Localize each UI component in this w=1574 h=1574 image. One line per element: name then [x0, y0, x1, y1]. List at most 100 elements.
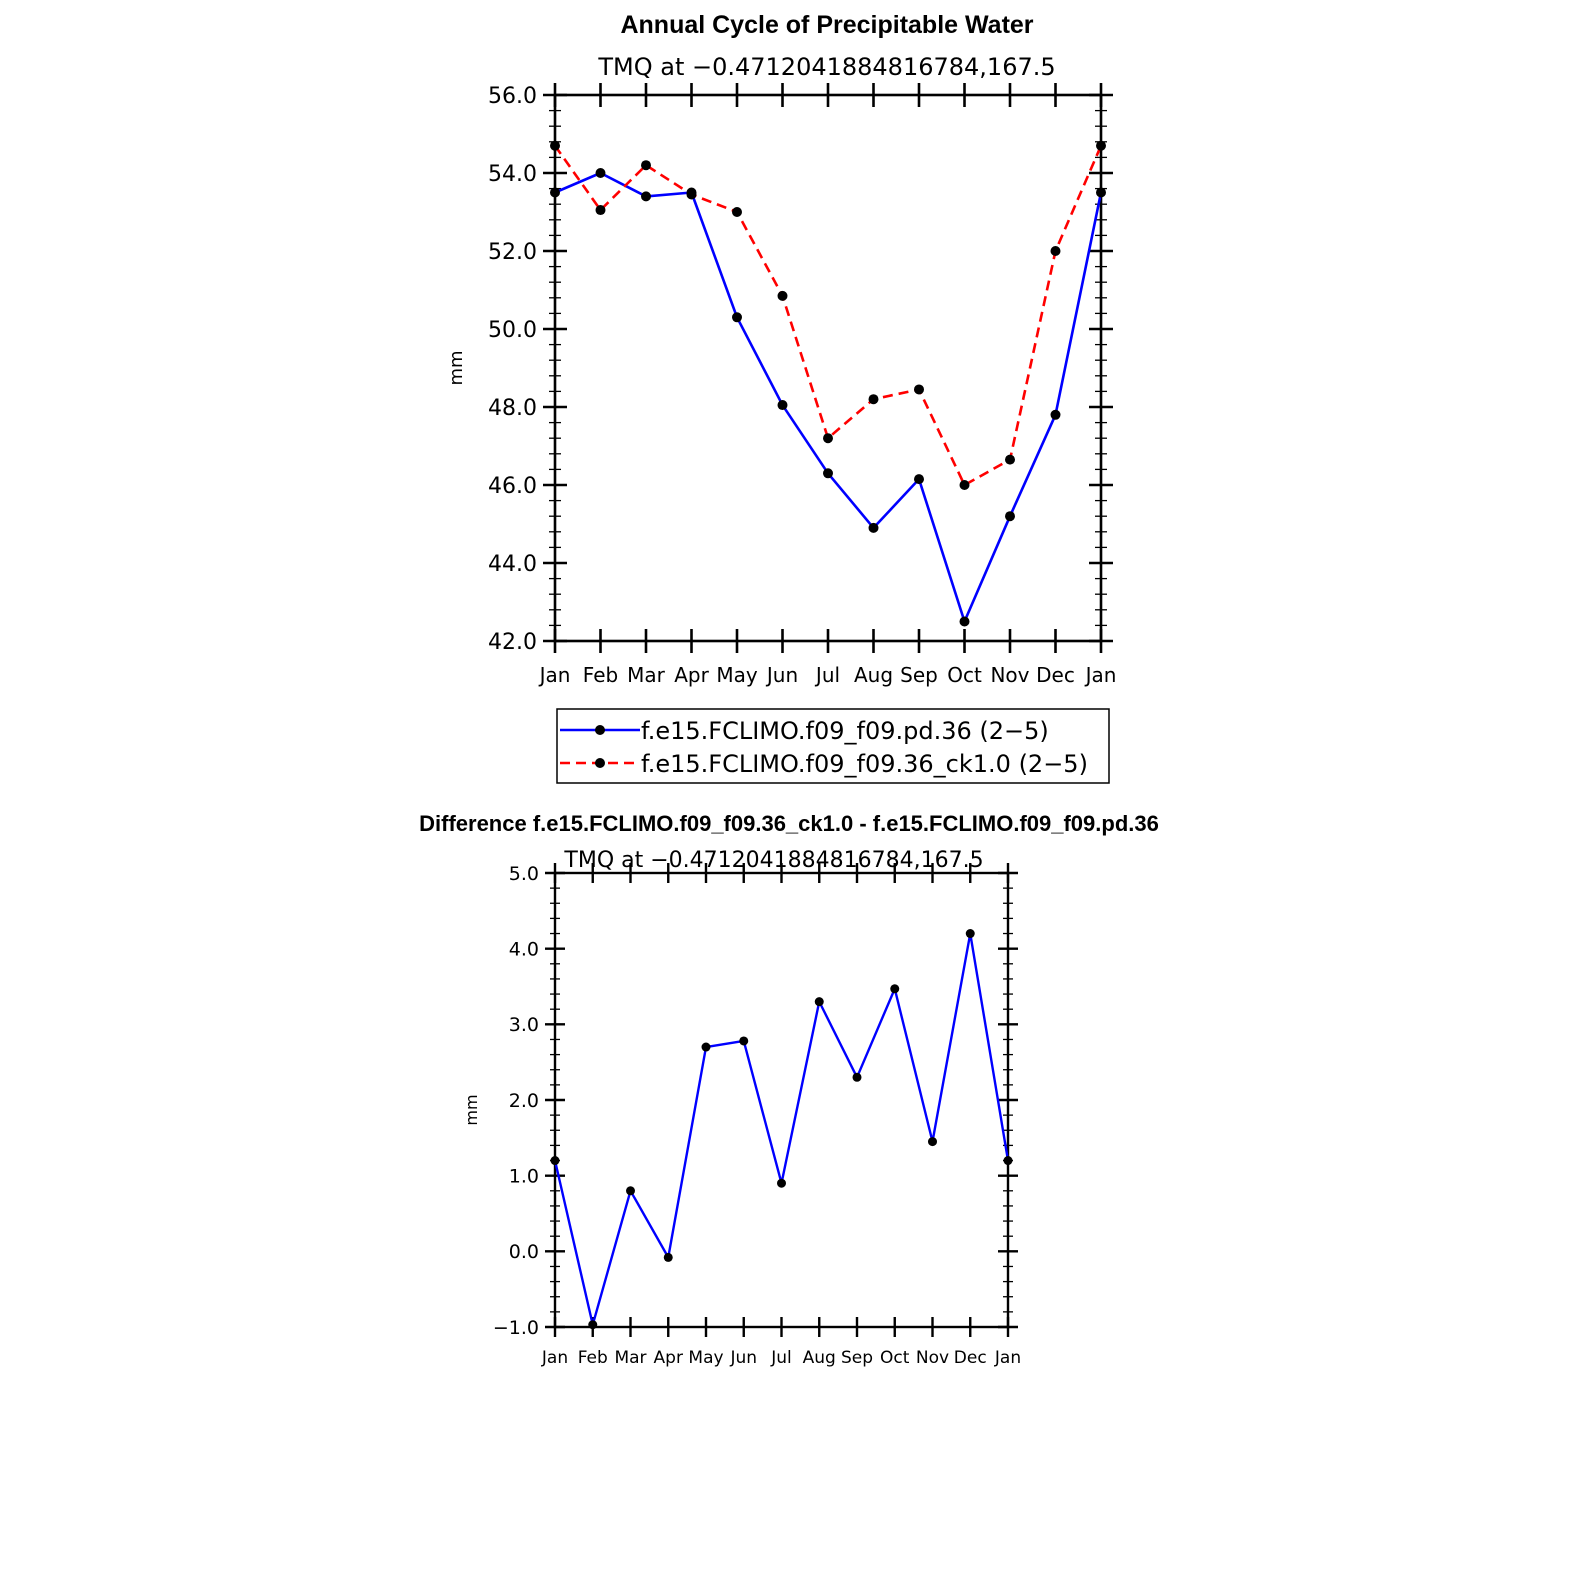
chart2-series-1-point: [663, 1252, 673, 1262]
chart1-frame: [553, 93, 1103, 643]
chart2-plot-area: [550, 929, 1013, 1330]
chart1-series-2-point: [550, 140, 560, 151]
chart2-xtick-label: Jun: [729, 1348, 757, 1368]
chart1-series-1-point: [1096, 187, 1106, 198]
chart2-series-1-point: [928, 1137, 937, 1147]
chart1-xtick-label: Jan: [538, 663, 571, 687]
chart1-ytick-label: 44.0: [488, 552, 537, 577]
chart1-xtick-label: May: [716, 663, 758, 687]
chart2-series-line-1: [553, 932, 1010, 1326]
chart1-legend: f.e15.FCLIMO.f09_f09.pd.36 (2−5) f.e15.F…: [556, 708, 1110, 784]
chart2-series-1-point: [588, 1320, 598, 1330]
chart2-xtick-label: Jan: [541, 1348, 568, 1368]
chart1-series-2-point: [868, 394, 879, 405]
chart2-ytick-label: 1.0: [509, 1166, 539, 1188]
chart1-series-2-point: [595, 205, 606, 216]
chart2-ytick-label: 4.0: [509, 939, 539, 961]
chart1-ytick-label: 46.0: [488, 474, 537, 499]
chart2-series-1-point: [626, 1186, 635, 1196]
chart2-xtick-label: May: [688, 1348, 723, 1368]
chart2-series-1-point: [701, 1042, 711, 1052]
chart2-ytick-label: −1.0: [493, 1317, 539, 1339]
chart1-xtick-label: Mar: [627, 663, 666, 687]
legend-box: [556, 708, 1110, 784]
chart-annual-cycle: Annual Cycle of Precipitable Water TMQ a…: [446, 11, 1116, 784]
chart1-xtick-label: Dec: [1036, 663, 1075, 687]
chart2-subtitle: TMQ at −0.4712041884816784,167.5: [563, 848, 983, 873]
chart1-series-line-1: [554, 171, 1103, 623]
chart1-plot-area: [550, 140, 1106, 627]
chart1-series-2-point: [686, 189, 697, 200]
chart2-xtick-label: Oct: [880, 1348, 910, 1368]
chart1-xtick-label: Oct: [947, 663, 982, 687]
chart1-series-2-point: [959, 480, 970, 490]
chart1-axes: 42.0 44.0 46.0 48.0 50.0 52.0 54.0 56.0 Jan Feb Ma…: [488, 83, 1116, 687]
chart1-ylabel: mm: [446, 350, 467, 385]
chart1-series-2-point: [1005, 454, 1015, 465]
chart1-xtick-label: Jan: [1084, 663, 1117, 687]
chart2-xtick-label: Aug: [803, 1348, 836, 1368]
chart1-series-2-point: [1050, 246, 1061, 256]
chart1-xtick-label: Apr: [674, 663, 709, 687]
chart2-ytick-label: 3.0: [509, 1014, 539, 1036]
legend-marker-series-2: [595, 758, 605, 768]
chart2-xtick-label: Feb: [578, 1348, 608, 1368]
chart1-series-1-point: [641, 191, 651, 202]
chart1-xtick-label: Jul: [814, 663, 840, 687]
chart2-xtick-label: Jul: [770, 1348, 792, 1368]
chart1-series-2-point: [641, 160, 651, 171]
chart2-axes: −1.0 0.0 1.0 2.0 3.0 4.0 5.0 Jan Feb Mar Apr May Jun…: [493, 863, 1021, 1368]
chart1-ytick-label: 52.0: [488, 240, 537, 265]
chart2-series-1-point: [890, 984, 900, 994]
chart1-series-1-point: [823, 468, 833, 479]
chart1-series-2-point: [823, 433, 833, 444]
chart2-xtick-label: Jan: [994, 1348, 1021, 1368]
chart2-series-1-point: [965, 929, 975, 939]
chart1-ytick-label: 42.0: [488, 630, 537, 655]
chart2-xtick-label: Nov: [916, 1348, 949, 1368]
chart1-series-2-point: [1096, 140, 1106, 151]
chart2-series-1-point: [852, 1072, 862, 1082]
chart1-series-2-point: [914, 384, 924, 395]
chart1-ytick-label: 54.0: [488, 162, 537, 187]
chart1-series-2-point: [777, 290, 788, 301]
chart2-ytick-label: 2.0: [509, 1090, 539, 1112]
chart1-series-1-point: [1050, 409, 1061, 420]
chart1-series-1-point: [914, 474, 924, 485]
chart2-xtick-label: Dec: [954, 1348, 987, 1368]
chart1-series-2-point: [732, 207, 742, 217]
chart1-title: Annual Cycle of Precipitable Water: [620, 11, 1033, 39]
chart1-ytick-label: 56.0: [488, 84, 537, 109]
chart2-ylabel: mm: [462, 1094, 481, 1125]
chart1-xtick-label: Nov: [990, 663, 1029, 687]
chart2-series-1-point: [1003, 1156, 1013, 1166]
chart-difference: Difference f.e15.FCLIMO.f09_f09.36_ck1.0…: [419, 811, 1159, 1368]
chart2-ytick-label: 0.0: [509, 1241, 539, 1263]
chart1-series-1-point: [868, 522, 879, 533]
chart2-series-1-point: [814, 997, 824, 1007]
chart1-series-1-point: [1005, 511, 1015, 522]
chart2-title: Difference f.e15.FCLIMO.f09_f09.36_ck1.0…: [419, 811, 1159, 836]
chart1-ytick-label: 50.0: [488, 318, 537, 343]
chart2-xtick-label: Mar: [614, 1348, 646, 1368]
chart1-xtick-label: Jun: [765, 663, 798, 687]
chart1-series-1-point: [595, 168, 606, 178]
chart1-subtitle: TMQ at −0.4712041884816784,167.5: [597, 53, 1055, 81]
chart1-xtick-label: Aug: [854, 663, 893, 687]
legend-marker-series-1: [595, 725, 605, 735]
legend-label-series-2: f.e15.FCLIMO.f09_f09.36_ck1.0 (2−5): [641, 750, 1088, 778]
legend-label-series-1: f.e15.FCLIMO.f09_f09.pd.36 (2−5): [641, 717, 1049, 745]
chart2-xtick-label: Apr: [654, 1348, 683, 1368]
chart1-xtick-label: Feb: [583, 663, 618, 687]
chart2-xtick-label: Sep: [841, 1348, 873, 1368]
chart1-series-1-point: [732, 312, 742, 323]
chart2-series-1-point: [777, 1178, 786, 1188]
chart1-series-1-point: [777, 400, 788, 411]
chart1-ytick-label: 48.0: [488, 396, 537, 421]
chart1-series-1-point: [550, 187, 560, 198]
chart1-series-1-point: [959, 616, 970, 627]
chart1-xtick-label: Sep: [900, 663, 938, 687]
chart2-series-1-point: [550, 1156, 560, 1166]
chart2-ytick-label: 5.0: [509, 863, 539, 885]
